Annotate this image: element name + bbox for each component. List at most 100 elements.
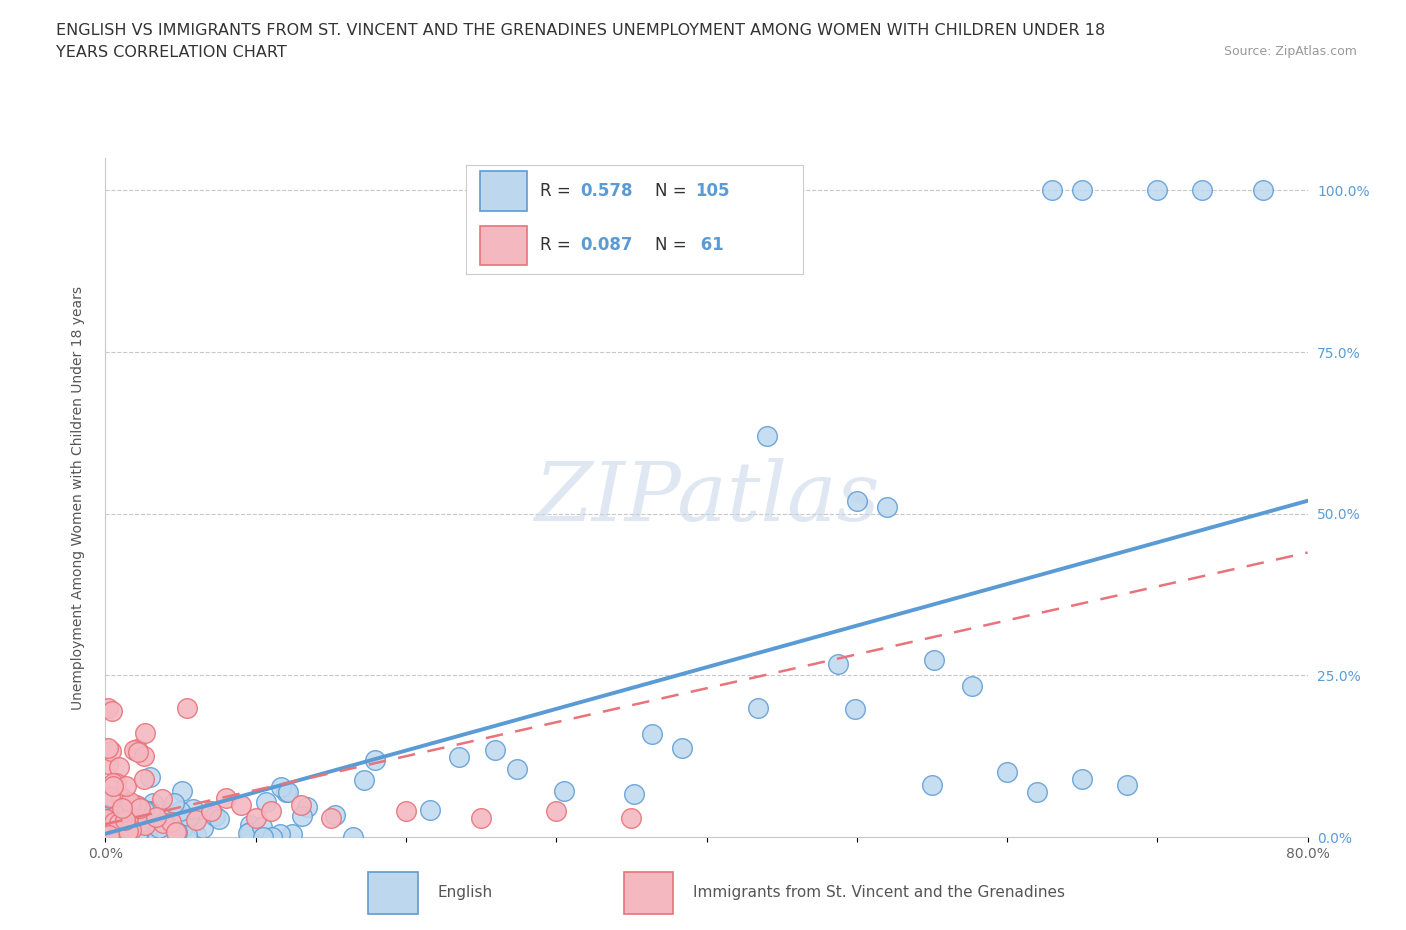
Point	[103, 814, 125, 829]
Text: R =: R =	[540, 182, 576, 200]
Point	[114, 821, 136, 836]
Point	[107, 816, 129, 830]
Point	[200, 804, 222, 818]
Text: N =: N =	[655, 182, 692, 200]
Point	[108, 829, 131, 844]
Point	[98, 823, 121, 838]
Bar	[624, 872, 673, 913]
Point	[101, 778, 124, 793]
Point	[139, 805, 162, 820]
Point	[239, 817, 262, 832]
Text: R =: R =	[540, 236, 576, 254]
Point	[395, 804, 418, 818]
Point	[117, 814, 139, 829]
Point	[108, 760, 131, 775]
Point	[100, 817, 122, 832]
Point	[671, 741, 693, 756]
Point	[131, 805, 153, 820]
Point	[363, 752, 385, 767]
Point	[103, 819, 125, 834]
Point	[1251, 183, 1274, 198]
Point	[97, 740, 120, 755]
Point	[208, 812, 231, 827]
Point	[128, 816, 150, 830]
Point	[117, 806, 139, 821]
Point	[110, 790, 132, 804]
Point	[132, 812, 155, 827]
Point	[145, 809, 167, 824]
Point	[139, 770, 162, 785]
Point	[245, 810, 267, 825]
Point	[170, 784, 193, 799]
Point	[114, 778, 136, 793]
Point	[1191, 183, 1213, 198]
Point	[172, 819, 194, 834]
Point	[125, 798, 148, 813]
Point	[169, 804, 191, 818]
Point	[108, 819, 131, 834]
Point	[845, 493, 868, 508]
Point	[96, 811, 118, 826]
Point	[134, 818, 156, 833]
Text: 0.087: 0.087	[581, 236, 633, 254]
Point	[121, 815, 143, 830]
Point	[135, 822, 157, 837]
Point	[184, 812, 207, 827]
Point	[100, 703, 122, 718]
Point	[922, 653, 945, 668]
Point	[134, 725, 156, 740]
Point	[277, 785, 299, 800]
Point	[96, 812, 118, 827]
Point	[177, 809, 200, 824]
Point	[229, 797, 252, 812]
Bar	[479, 171, 527, 210]
Point	[281, 827, 304, 842]
Point	[108, 823, 131, 838]
Point	[141, 818, 163, 833]
Point	[274, 784, 297, 799]
Bar	[368, 872, 418, 913]
Point	[447, 750, 470, 764]
Text: 61: 61	[695, 236, 724, 254]
Point	[117, 826, 139, 841]
Point	[342, 830, 364, 844]
Point	[546, 804, 568, 818]
Point	[295, 800, 318, 815]
Point	[98, 814, 121, 829]
Point	[124, 820, 146, 835]
Point	[101, 826, 124, 841]
Point	[117, 824, 139, 839]
Text: YEARS CORRELATION CHART: YEARS CORRELATION CHART	[56, 45, 287, 60]
Point	[98, 828, 121, 843]
Point	[98, 805, 121, 820]
Point	[97, 757, 120, 772]
Point	[484, 742, 506, 757]
Point	[176, 700, 198, 715]
Point	[121, 822, 143, 837]
Point	[121, 829, 143, 844]
Point	[159, 817, 181, 831]
Point	[1026, 784, 1049, 799]
Point	[122, 803, 145, 817]
Point	[134, 820, 156, 835]
Point	[98, 790, 121, 804]
Point	[110, 809, 132, 824]
Point	[1146, 183, 1168, 198]
Point	[239, 824, 262, 839]
Point	[250, 819, 273, 834]
Point	[145, 830, 167, 844]
Point	[148, 820, 170, 835]
Point	[186, 828, 208, 843]
Point	[755, 429, 778, 444]
Point	[98, 800, 121, 815]
Point	[97, 700, 120, 715]
Point	[419, 803, 441, 817]
Point	[132, 749, 155, 764]
Point	[260, 804, 283, 818]
Point	[110, 829, 132, 844]
Point	[122, 742, 145, 757]
Point	[553, 784, 575, 799]
Point	[470, 810, 492, 825]
Point	[100, 743, 122, 758]
Point	[323, 807, 346, 822]
